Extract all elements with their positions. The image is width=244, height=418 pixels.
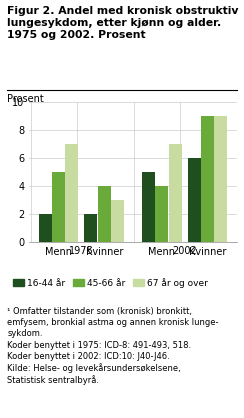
- Bar: [52, 173, 65, 242]
- Legend: 16-44 år, 45-66 år, 67 år og over: 16-44 år, 45-66 år, 67 år og over: [13, 278, 208, 288]
- Bar: [98, 186, 111, 242]
- Bar: [39, 214, 52, 242]
- Text: 1975: 1975: [69, 246, 94, 256]
- Text: Prosent: Prosent: [7, 94, 44, 104]
- Bar: [111, 201, 124, 242]
- Text: 2002: 2002: [172, 246, 197, 256]
- Bar: [84, 214, 97, 242]
- Bar: [65, 145, 78, 242]
- Text: ¹ Omfatter tilstander som (kronisk) bronkitt,
emfysem, bronkial astma og annen k: ¹ Omfatter tilstander som (kronisk) bron…: [7, 307, 219, 385]
- Bar: [188, 158, 201, 242]
- Text: Figur 2. Andel med kronisk obstruktiv
lungesykdom, etter kjønn og alder.
1975 og: Figur 2. Andel med kronisk obstruktiv lu…: [7, 6, 239, 40]
- Bar: [214, 117, 227, 242]
- Bar: [155, 186, 168, 242]
- Bar: [169, 145, 182, 242]
- Bar: [142, 173, 155, 242]
- Bar: [201, 117, 214, 242]
